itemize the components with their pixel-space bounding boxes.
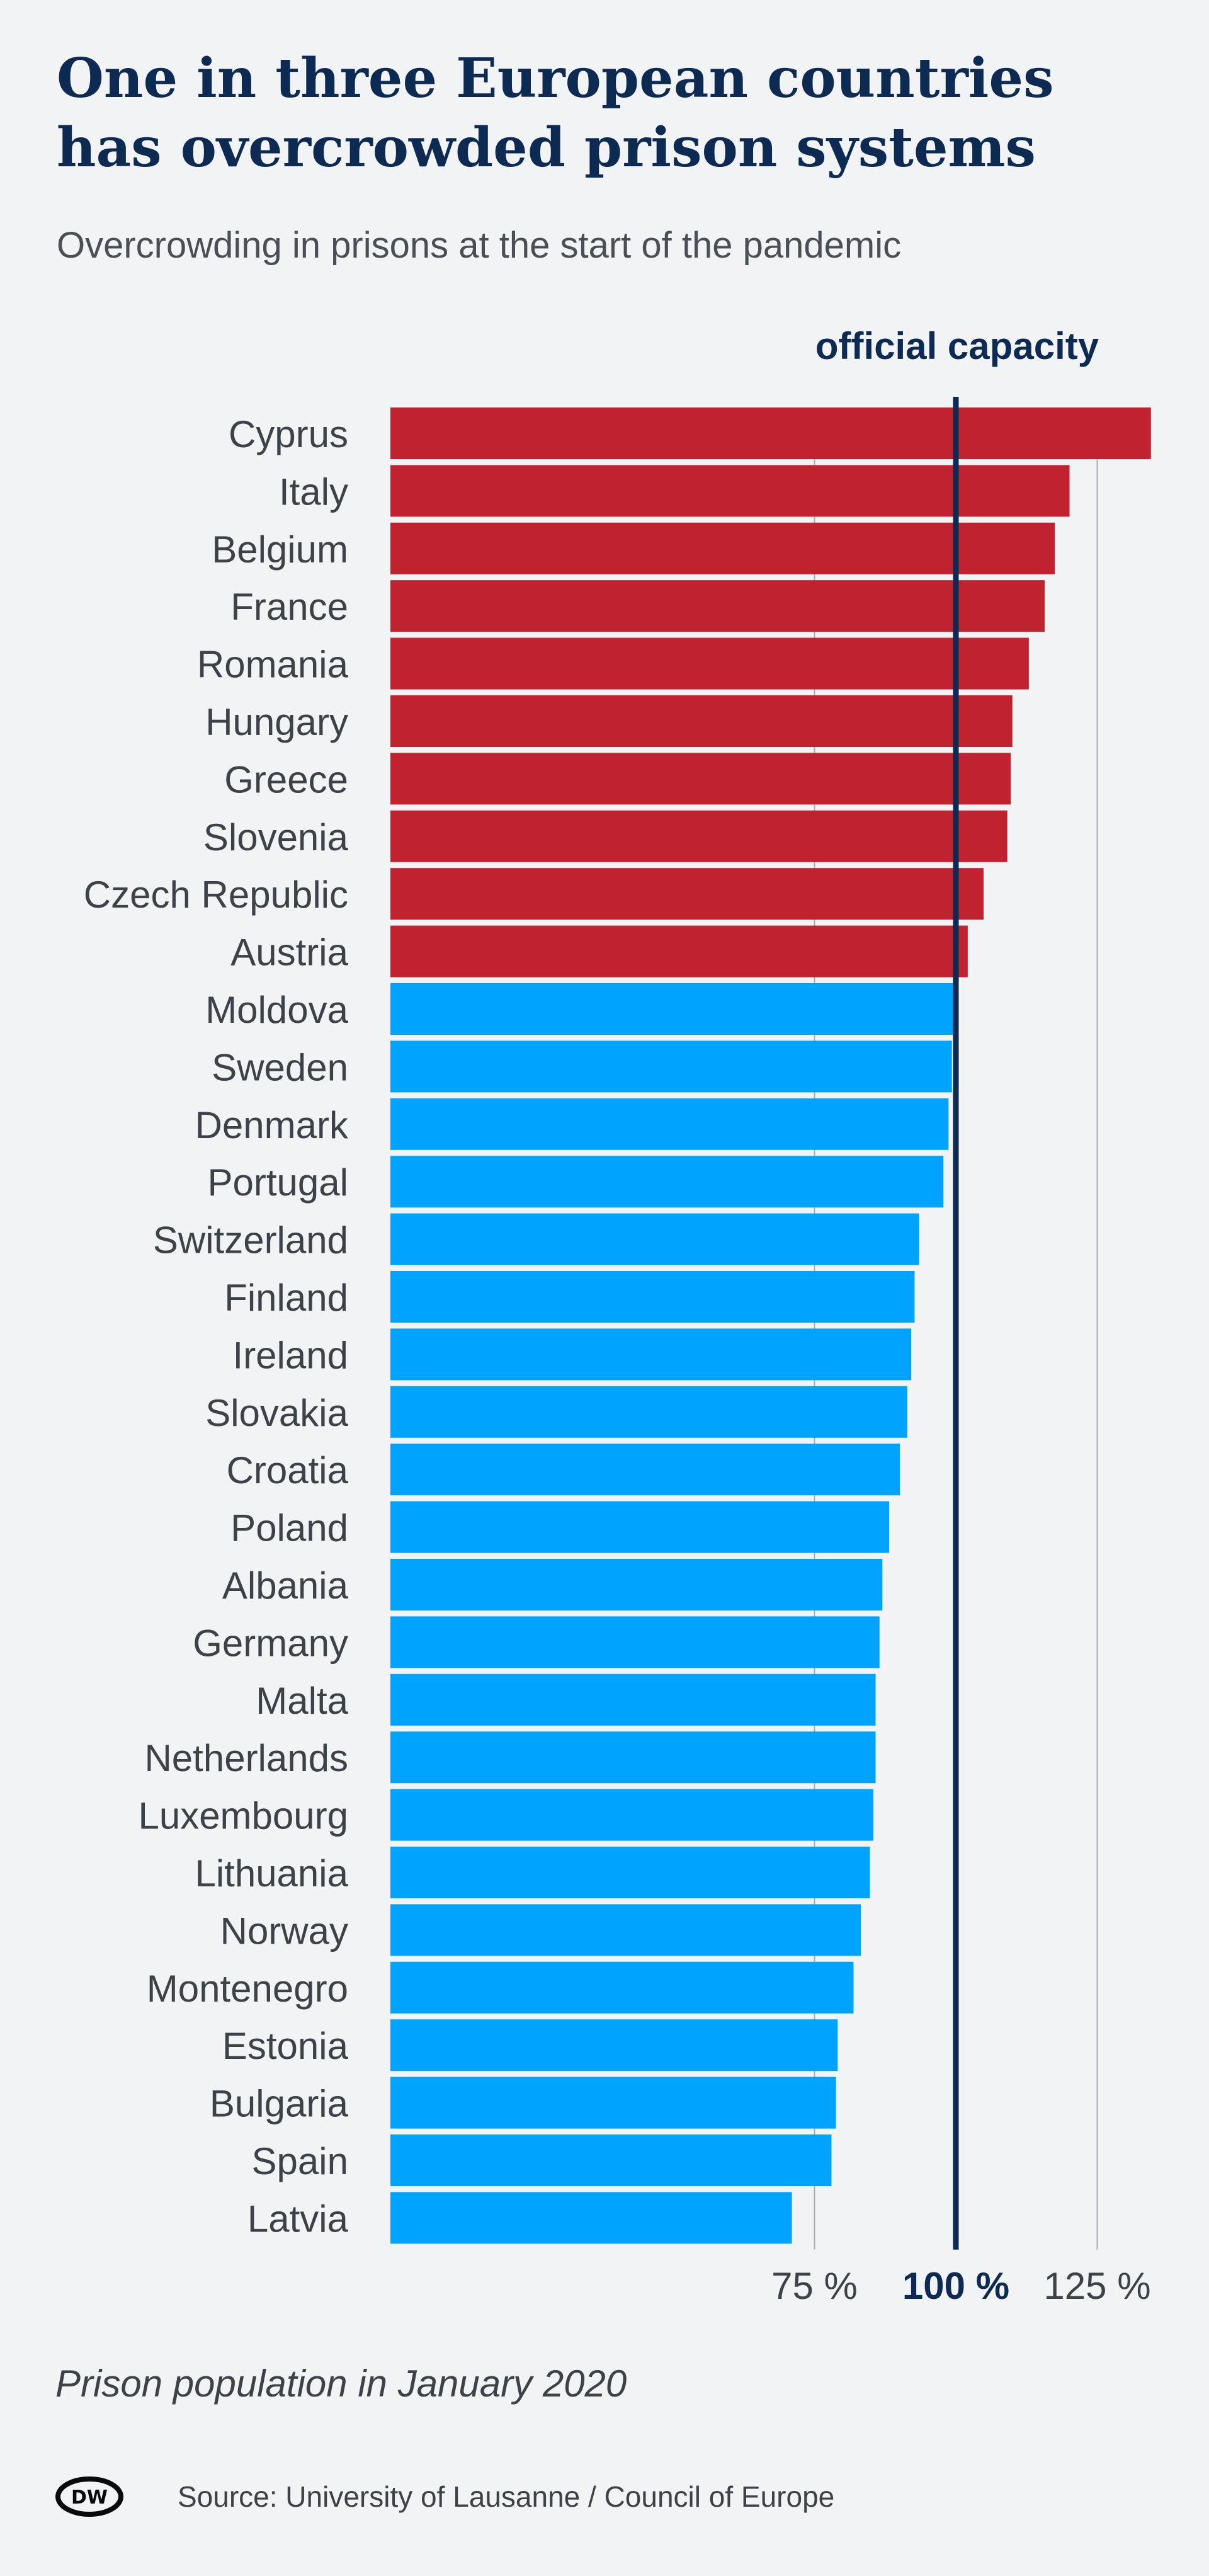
category-label: Finland xyxy=(224,1277,348,1319)
bar-chart: Cyprus Italy Belgium France Romania Hungary Gr… xyxy=(84,325,1151,2307)
category-label: Lithuania xyxy=(195,1852,348,1895)
bar xyxy=(390,983,954,1035)
source-text: Source: University of Lausanne / Council… xyxy=(178,2480,835,2513)
dw-logo-icon: DW xyxy=(55,2476,123,2517)
bar xyxy=(390,753,1011,805)
footer: DW Source: University of Lausanne / Coun… xyxy=(55,2469,1126,2526)
category-label: Netherlands xyxy=(144,1737,348,1779)
category-label: Slovakia xyxy=(205,1392,348,1434)
bar xyxy=(390,1501,890,1553)
bar xyxy=(390,925,968,977)
tick-label: 125 % xyxy=(1043,2265,1150,2307)
bar xyxy=(390,1673,876,1726)
category-label: Ireland xyxy=(233,1334,348,1376)
category-label: Germany xyxy=(193,1622,348,1664)
category-label: Belgium xyxy=(212,528,348,571)
bar xyxy=(390,1444,900,1496)
bar xyxy=(390,810,1007,862)
category-label: Estonia xyxy=(222,2025,349,2067)
category-label: Romania xyxy=(197,644,349,686)
page-subtitle: Overcrowding in prisons at the start of … xyxy=(57,225,902,266)
bars xyxy=(390,407,1151,2244)
bar xyxy=(390,1559,883,1610)
tick-labels: 75 % 100 % 125 % xyxy=(771,2265,1150,2307)
category-label: Malta xyxy=(256,1680,348,1722)
bar xyxy=(390,407,1151,459)
category-label: Poland xyxy=(230,1507,348,1549)
bar xyxy=(390,1156,944,1208)
category-label: Portugal xyxy=(208,1161,348,1204)
bar xyxy=(390,465,1070,517)
category-label: Italy xyxy=(279,470,348,513)
reference-line-group: official capacity xyxy=(815,325,1099,2250)
bar xyxy=(390,2077,836,2129)
bar xyxy=(390,1789,873,1841)
category-label: Denmark xyxy=(195,1104,349,1146)
chart-note: Prison population in January 2020 xyxy=(55,2362,627,2405)
category-label: Czech Republic xyxy=(84,874,348,916)
category-label: Bulgaria xyxy=(210,2083,349,2125)
bar xyxy=(390,1386,907,1438)
bar xyxy=(390,522,1055,574)
bar xyxy=(390,1328,912,1381)
category-label: Moldova xyxy=(205,989,348,1031)
category-label: France xyxy=(230,586,348,628)
dw-logo-text: DW xyxy=(71,2487,108,2509)
category-label: Spain xyxy=(252,2140,348,2182)
category-label: Latvia xyxy=(247,2197,349,2240)
bar xyxy=(390,637,1029,690)
reference-label: official capacity xyxy=(815,325,1099,367)
category-label: Austria xyxy=(230,932,348,974)
category-label: Norway xyxy=(220,1910,348,1952)
bar xyxy=(390,1731,876,1784)
category-label: Montenegro xyxy=(147,1968,348,2010)
bar xyxy=(390,2192,792,2244)
page-title: One in three European countries has over… xyxy=(57,47,1054,180)
bar xyxy=(390,1040,952,1093)
category-label: Sweden xyxy=(212,1046,348,1088)
category-label: Hungary xyxy=(205,701,348,743)
category-label: Greece xyxy=(224,758,348,801)
category-label: Cyprus xyxy=(229,413,348,455)
category-label: Switzerland xyxy=(153,1219,348,1262)
category-label: Albania xyxy=(222,1564,349,1607)
bar xyxy=(390,1616,880,1668)
category-label: Luxembourg xyxy=(138,1795,348,1837)
category-labels: Cyprus Italy Belgium France Romania Hungary Gr… xyxy=(84,413,349,2240)
bar xyxy=(390,1847,870,1898)
tick-label: 75 % xyxy=(771,2265,858,2307)
bar xyxy=(390,2134,832,2186)
bar xyxy=(390,1271,915,1323)
bar xyxy=(390,868,984,920)
bar xyxy=(390,2019,838,2072)
bar xyxy=(390,1098,949,1150)
bar xyxy=(390,1961,854,2014)
category-label: Slovenia xyxy=(203,816,349,858)
bar xyxy=(390,695,1013,747)
bar xyxy=(390,1904,861,1956)
bar xyxy=(390,1213,919,1265)
bar xyxy=(390,580,1045,632)
tick-label: 100 % xyxy=(902,2265,1009,2307)
category-label: Croatia xyxy=(227,1449,349,1491)
